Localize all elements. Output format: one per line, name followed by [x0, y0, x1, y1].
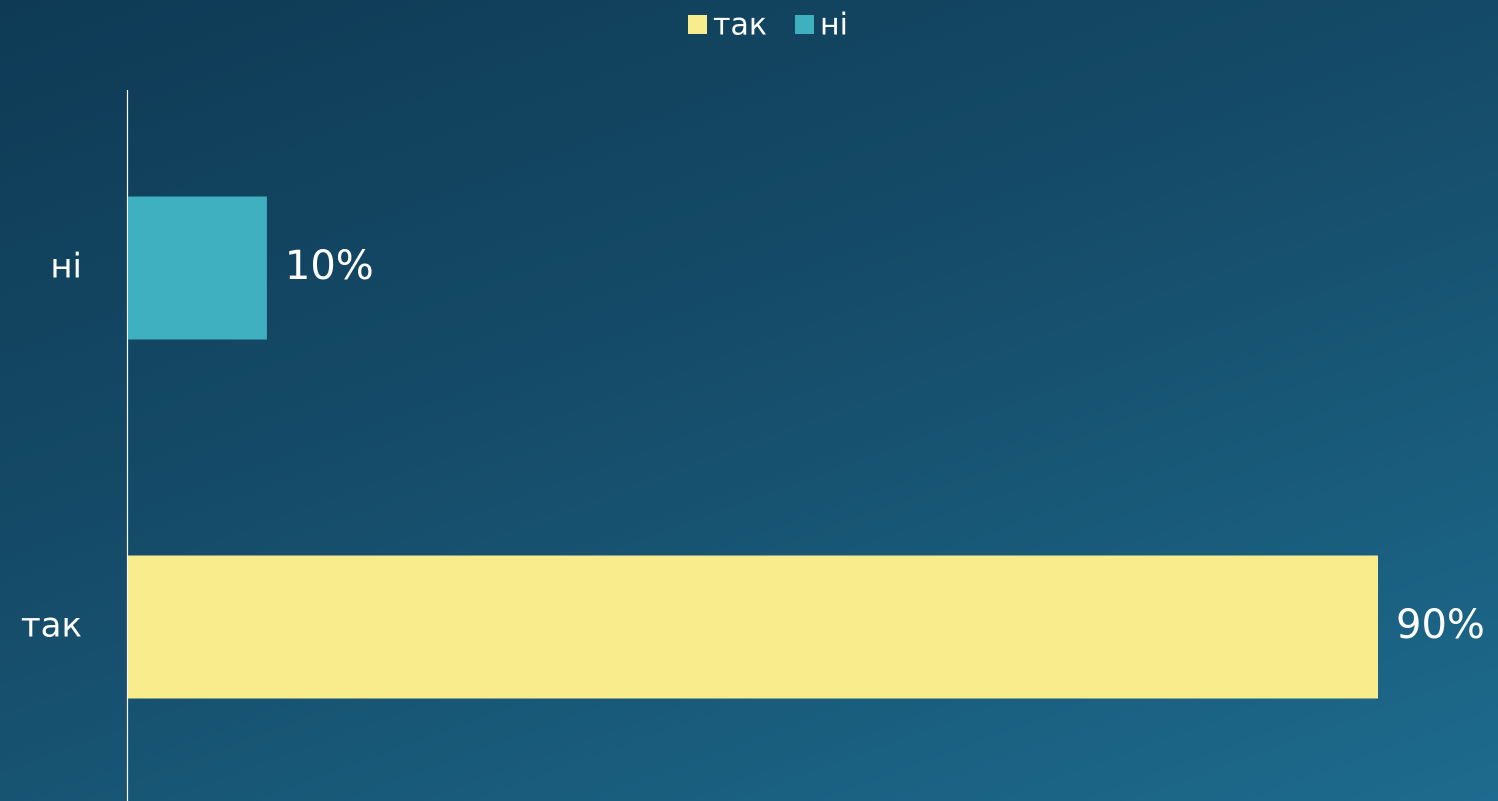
data-label: 90%	[1396, 602, 1485, 648]
data-label: 10%	[285, 243, 374, 289]
legend-swatch	[688, 15, 707, 34]
y-tick-label: так	[21, 606, 82, 646]
legend-swatch	[794, 15, 814, 34]
legend-label: так	[713, 8, 767, 43]
legend-label: ні	[820, 8, 848, 43]
bar	[128, 555, 1379, 699]
bar	[128, 196, 267, 340]
y-tick-label: ні	[50, 247, 82, 287]
